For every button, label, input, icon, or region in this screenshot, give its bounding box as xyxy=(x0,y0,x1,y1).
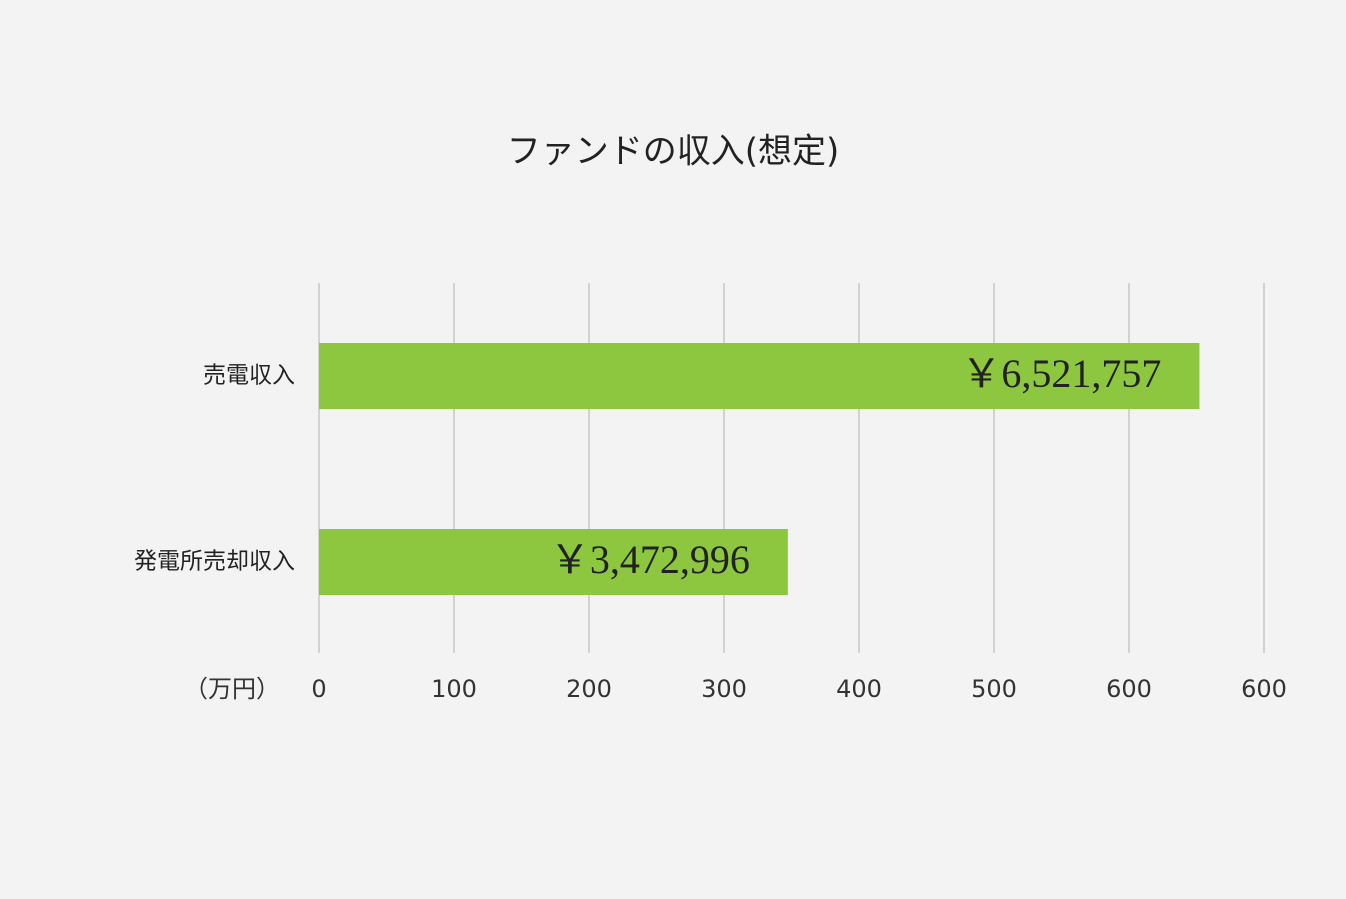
value-label: ￥3,472,996 xyxy=(550,537,750,582)
x-tick-label: 600 xyxy=(1241,675,1287,703)
x-tick-label: 500 xyxy=(971,675,1017,703)
x-tick-label: 100 xyxy=(431,675,477,703)
x-tick-label: 400 xyxy=(836,675,882,703)
y-tick-label: 発電所売却収入 xyxy=(134,549,295,575)
bar xyxy=(319,343,1200,409)
x-tick-label: 300 xyxy=(701,675,747,703)
value-label: ￥6,521,757 xyxy=(961,351,1161,396)
x-tick-label: 200 xyxy=(566,675,612,703)
x-tick-label: 600 xyxy=(1106,675,1152,703)
x-unit-label: （万円） xyxy=(184,675,280,703)
bar xyxy=(319,529,788,595)
chart-title: ファンドの収入(想定) xyxy=(507,132,840,172)
x-tick-label: 0 xyxy=(311,675,326,703)
y-tick-label: 売電収入 xyxy=(203,363,295,389)
